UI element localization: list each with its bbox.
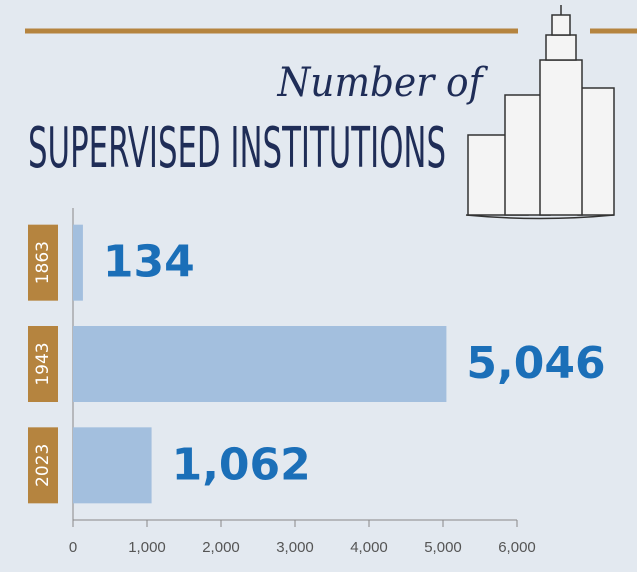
category-box <box>28 224 58 301</box>
bar <box>73 326 447 402</box>
x-tick-label: 2,000 <box>202 539 240 556</box>
category-label: 1943 <box>33 342 53 385</box>
category-box <box>28 427 58 504</box>
bar <box>73 427 152 504</box>
bar <box>73 224 83 301</box>
value-label: 134 <box>103 237 195 288</box>
value-label: 5,046 <box>466 338 605 389</box>
x-tick-label: 5,000 <box>424 539 462 556</box>
x-tick-label: 4,000 <box>350 539 388 556</box>
building-sketch <box>465 5 615 220</box>
chart-title: Number of <box>277 60 489 106</box>
x-tick-label: 0 <box>69 539 77 556</box>
x-tick-label: 3,000 <box>276 539 314 556</box>
x-tick-label: 1,000 <box>128 539 166 556</box>
value-label: 1,062 <box>172 439 311 490</box>
x-tick-label: 6,000 <box>498 539 536 556</box>
category-label: 2023 <box>33 444 53 487</box>
chart-subtitle: SUPERVISED INSTITUTIONS <box>28 116 446 181</box>
category-box <box>28 326 58 402</box>
category-label: 1863 <box>33 241 53 284</box>
